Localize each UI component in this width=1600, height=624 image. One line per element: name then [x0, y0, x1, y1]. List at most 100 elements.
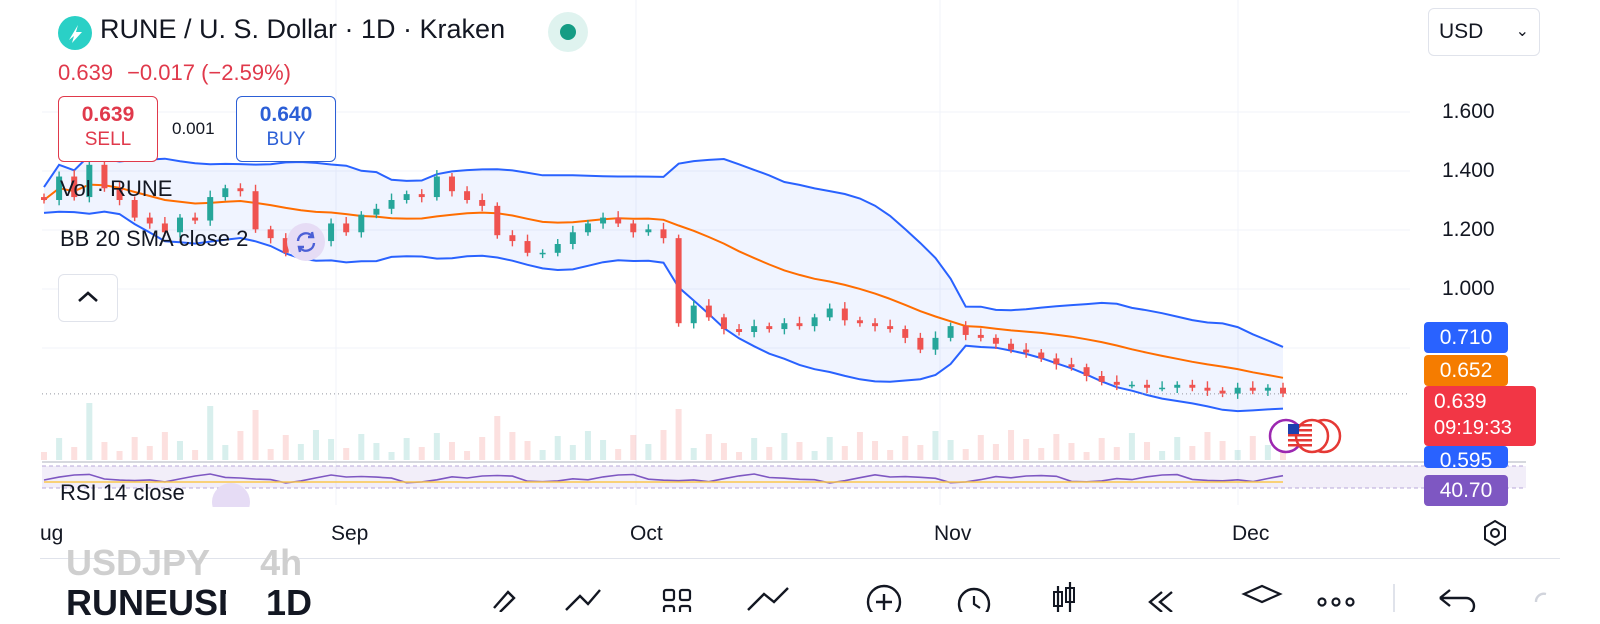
- redo-icon[interactable]: [1534, 592, 1547, 603]
- candle-body: [736, 329, 743, 332]
- volume-bar: [584, 431, 591, 460]
- last-price-value: 0.639: [1434, 390, 1487, 413]
- volume-bar: [1144, 442, 1151, 460]
- price-tick: 1.000: [1442, 277, 1495, 300]
- pencil-icon[interactable]: [493, 590, 516, 612]
- time-tick: Dec: [1232, 522, 1270, 545]
- candle-body: [464, 191, 471, 200]
- candle-body: [1038, 352, 1045, 359]
- sell-label: SELL: [84, 129, 132, 150]
- volume-bar: [86, 403, 93, 460]
- candle-body: [252, 191, 259, 230]
- volume-bar: [569, 445, 576, 460]
- volume-bar: [932, 431, 939, 460]
- candle-body: [675, 238, 682, 324]
- rsi-refresh-icon[interactable]: [212, 483, 250, 507]
- volume-bar: [1008, 430, 1015, 460]
- volume-bar: [630, 435, 637, 460]
- more-icon[interactable]: [1317, 597, 1355, 607]
- bb-lower-line: [43, 210, 1284, 413]
- bar-countdown: 09:19:33: [1434, 417, 1512, 439]
- candle-body: [1023, 349, 1030, 353]
- alarm-icon[interactable]: [957, 587, 991, 612]
- candle-body: [992, 337, 999, 344]
- candle-body: [433, 176, 440, 198]
- previous-symbol[interactable]: USDJPY 4h: [66, 542, 302, 584]
- volume-bar: [811, 451, 818, 460]
- candle-body: [615, 217, 622, 224]
- time-tick: Sep: [331, 522, 369, 545]
- buy-price: 0.640: [259, 103, 313, 126]
- candle-body: [131, 200, 138, 218]
- volume-bar: [554, 436, 561, 460]
- spread-value: 0.001: [172, 119, 215, 138]
- volume-bar: [1159, 451, 1166, 460]
- sell-button[interactable]: 0.639 SELL: [58, 96, 158, 162]
- candle-body: [448, 176, 455, 192]
- volume-bar: [1083, 452, 1090, 460]
- add-icon[interactable]: [866, 584, 902, 612]
- layers-icon[interactable]: [1241, 584, 1283, 604]
- rsi-badge: 40.70: [1424, 475, 1508, 506]
- volume-bar: [388, 452, 395, 460]
- rewind-icon[interactable]: [1148, 591, 1173, 612]
- buy-button[interactable]: 0.640 BUY: [236, 96, 336, 162]
- grid-icon[interactable]: [662, 588, 692, 612]
- rsi-legend[interactable]: RSI 14 close: [60, 480, 185, 504]
- volume-bar: [131, 437, 138, 460]
- currency-select[interactable]: USD ⌄: [1428, 8, 1540, 56]
- volume-bar: [917, 445, 924, 460]
- volume-bar: [1023, 439, 1030, 460]
- volume-bar: [887, 450, 894, 460]
- candle-body: [977, 334, 984, 338]
- candle-body: [524, 241, 531, 253]
- candle-body: [343, 223, 350, 233]
- trend-line-icon[interactable]: [565, 589, 601, 611]
- candle-body: [584, 223, 591, 233]
- bb-fill: [44, 155, 1283, 412]
- volume-bar: [1219, 441, 1226, 460]
- volume-bar: [736, 452, 743, 460]
- volume-bar: [977, 435, 984, 460]
- volume-bar: [509, 432, 516, 460]
- previous-symbol-name: USDJPY: [66, 542, 211, 583]
- candle-body: [766, 326, 773, 330]
- candles-icon[interactable]: [1053, 582, 1075, 612]
- candle-body: [388, 200, 395, 209]
- candle-body: [328, 223, 335, 242]
- settings-icon[interactable]: [1480, 518, 1510, 548]
- candle-body: [1144, 384, 1151, 388]
- candle-body: [856, 320, 863, 324]
- candle-body: [1083, 367, 1090, 376]
- volume-bar: [705, 434, 712, 460]
- candle-body: [826, 308, 833, 318]
- volume-bar: [1234, 450, 1241, 460]
- collapse-legend-button[interactable]: [58, 274, 118, 322]
- pattern-icon[interactable]: [747, 587, 789, 611]
- volume-bar: [343, 448, 350, 460]
- candle-body: [1053, 358, 1060, 365]
- candle-body: [1189, 384, 1196, 388]
- divider: [40, 558, 1560, 559]
- candle-body: [947, 326, 954, 338]
- volume-bar: [1098, 438, 1105, 460]
- volume-bar: [675, 409, 682, 460]
- volume-bar: [962, 449, 969, 460]
- time-tick: Nov: [934, 522, 972, 545]
- volume-legend[interactable]: Vol · RUNE: [60, 176, 173, 201]
- volume-bar: [690, 448, 697, 460]
- candle-body: [1098, 376, 1105, 382]
- symbol-title[interactable]: RUNE / U. S. Dollar · 1D · Kraken: [100, 14, 506, 44]
- previous-symbol-interval: 4h: [260, 542, 303, 583]
- candle-body: [101, 164, 108, 189]
- undo-icon[interactable]: [1439, 589, 1476, 612]
- bb-legend[interactable]: BB 20 SMA close 2: [60, 226, 249, 251]
- volume-bar: [222, 445, 229, 460]
- volume-bar: [479, 437, 486, 460]
- volume-bar: [358, 434, 365, 460]
- volume-bar: [494, 416, 501, 460]
- refresh-icon[interactable]: [287, 223, 325, 261]
- candle-body: [872, 323, 879, 327]
